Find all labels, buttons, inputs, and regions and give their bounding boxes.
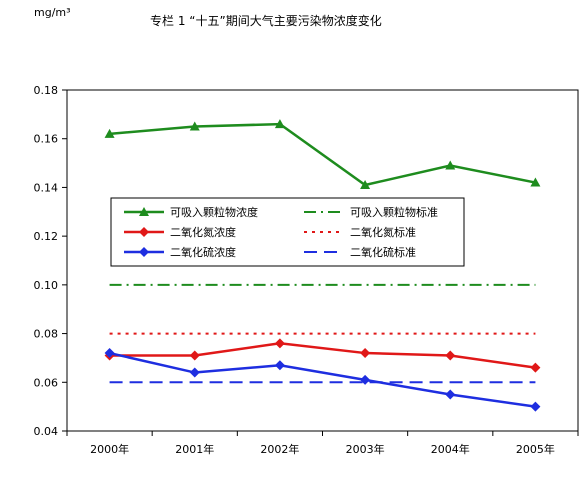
legend-label: 可吸入颗粒物标准 (350, 205, 438, 219)
x-tick-label: 2003年 (346, 442, 385, 456)
data-point (360, 179, 371, 189)
series-line (109, 351, 536, 408)
legend-label: 二氧化氮浓度 (170, 225, 236, 239)
y-tick-label: 0.06 (34, 376, 59, 389)
data-point (274, 338, 285, 349)
data-point (274, 360, 285, 371)
series-line (109, 122, 536, 187)
data-point (189, 367, 200, 378)
axes: 0.04 0.06 0.08 0.10 0.12 0.14 0.16 0.18 2000年 200… (34, 84, 579, 456)
data-point (445, 160, 456, 170)
y-tick-label: 0.14 (34, 181, 59, 194)
legend-marker (139, 247, 149, 257)
legend-box (110, 197, 465, 267)
legend-label: 二氧化氮标准 (350, 225, 416, 239)
data-point (445, 350, 456, 361)
x-tick-label: 2004年 (431, 442, 470, 456)
data-point (104, 348, 115, 359)
data-point (104, 128, 115, 138)
legend-marker (139, 227, 149, 237)
legend-label: 可吸入颗粒物浓度 (170, 205, 258, 219)
y-tick-label: 0.12 (34, 230, 59, 243)
y-tick-label: 0.10 (34, 279, 59, 292)
legend-label: 二氧化硫标准 (350, 245, 416, 259)
x-tick-label: 2005年 (516, 442, 555, 456)
unit-label: mg/m³ (34, 6, 71, 19)
data-point (189, 121, 200, 131)
data-point (360, 348, 371, 359)
data-point (530, 362, 541, 373)
y-tick-label: 0.04 (34, 425, 59, 438)
series-layer (104, 119, 541, 412)
chart-title: 专栏 1 “十五”期间大气主要污染物浓度变化 (150, 14, 382, 28)
series-line (109, 342, 536, 369)
y-tick-label: 0.08 (34, 328, 59, 341)
y-tick-label: 0.16 (34, 133, 59, 146)
data-point (445, 389, 456, 400)
x-tick-label: 2001年 (175, 442, 214, 456)
data-point (530, 177, 541, 187)
data-point (189, 350, 200, 361)
y-tick-label: 0.18 (34, 84, 59, 97)
x-tick-label: 2002年 (260, 442, 299, 456)
x-tick-label: 2000年 (90, 442, 129, 456)
data-point (274, 119, 285, 129)
data-point (530, 401, 541, 412)
legend-label: 二氧化硫浓度 (170, 245, 236, 259)
legend-marker (139, 207, 149, 216)
